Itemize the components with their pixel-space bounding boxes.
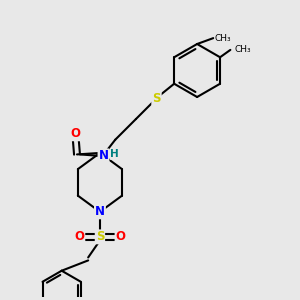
Text: N: N [95, 205, 105, 218]
Text: N: N [98, 149, 109, 162]
Text: S: S [152, 92, 161, 105]
Text: CH₃: CH₃ [215, 34, 231, 43]
Text: O: O [116, 230, 126, 243]
Text: O: O [70, 127, 80, 140]
Text: S: S [96, 230, 104, 243]
Text: O: O [74, 230, 84, 243]
Text: CH₃: CH₃ [235, 45, 251, 54]
Text: H: H [110, 149, 119, 159]
